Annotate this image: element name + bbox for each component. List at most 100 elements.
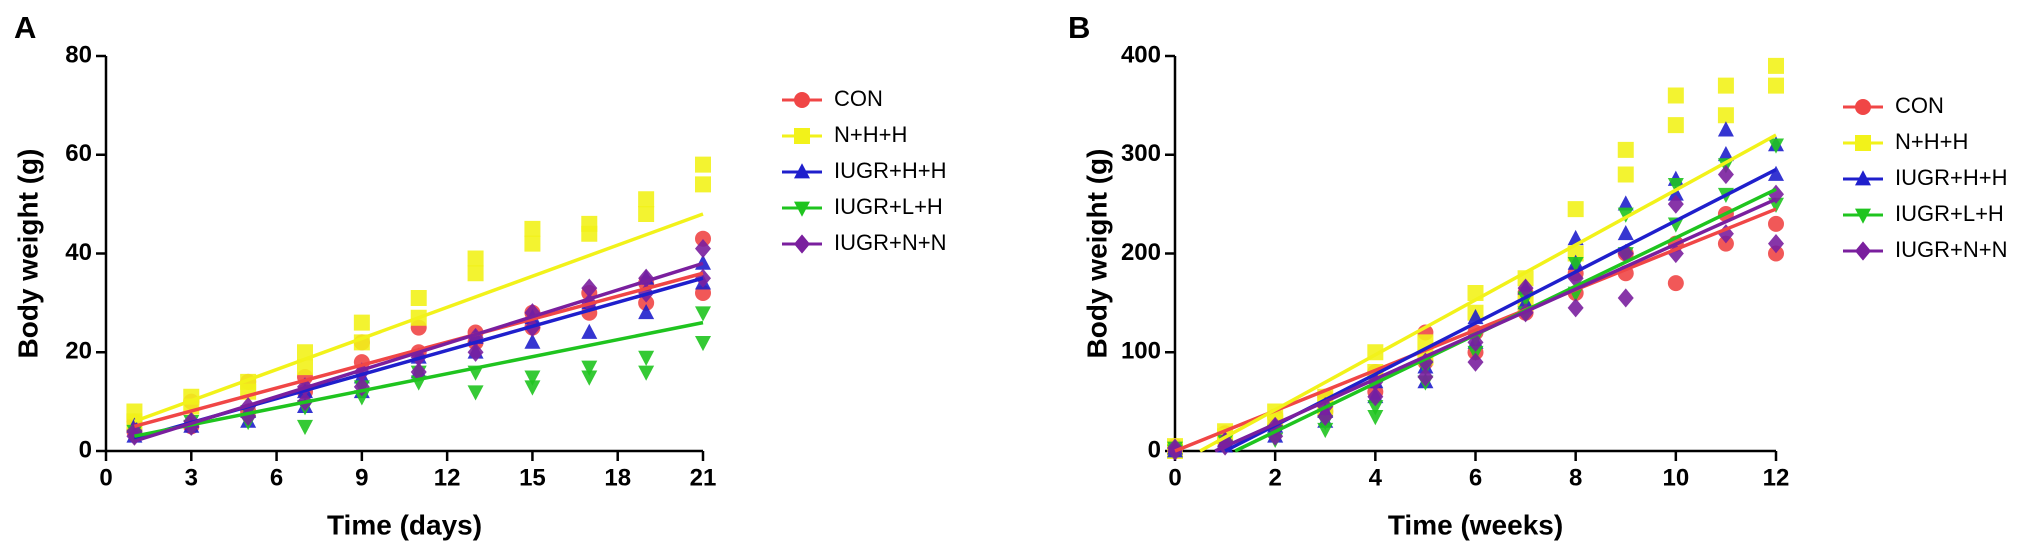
legend-label: N+H+H [1895,129,1968,154]
data-point [695,238,711,259]
data-point [1367,400,1384,416]
x-tick-label: 6 [270,464,283,491]
data-point [1717,77,1734,94]
legend-marker [1855,99,1871,115]
legend-label: IUGR+L+H [834,194,943,219]
data-point [1768,165,1784,181]
data-point [126,403,143,420]
y-tick-label: 300 [1121,140,1161,167]
data-point [353,390,370,406]
data-point [1717,145,1734,162]
legend-label: IUGR+N+N [1895,237,2007,262]
legend-marker [794,128,810,144]
data-point [695,306,711,322]
legend-label: IUGR+H+H [834,158,946,183]
y-tick-label: 40 [65,239,92,266]
data-point [1567,201,1584,218]
fit-line [133,271,704,429]
fit-line [133,212,704,424]
data-point [1667,117,1684,134]
panel-label: B [1068,10,1090,45]
y-tick-label: 0 [79,436,92,463]
data-point [524,220,541,237]
data-point [581,215,598,232]
fit-line [1214,197,1777,453]
data-point [1617,141,1634,158]
data-point [1617,224,1634,241]
x-tick-label: 6 [1469,464,1482,491]
x-axis-title: Time (days) [327,509,482,540]
fit-line [133,261,704,443]
data-point [1667,275,1684,292]
y-axis-title: Body weight (g) [12,149,43,359]
data-point [1768,77,1784,94]
x-tick-label: 15 [519,464,546,491]
data-point [581,360,598,376]
data-point [1617,207,1634,223]
data-point [1717,121,1734,137]
x-tick-label: 0 [99,464,112,491]
data-point [524,333,541,349]
legend-marker [794,163,810,179]
data-point [1667,87,1684,104]
fit-line [1199,133,1777,453]
data-point [695,176,711,193]
data-point [1467,352,1484,372]
data-point [524,370,541,386]
data-point [1768,215,1784,232]
x-tick-label: 0 [1168,464,1181,491]
legend-label: IUGR+N+N [834,230,946,255]
legend-marker [794,201,810,217]
legend-label: CON [1895,93,1944,118]
y-tick-label: 20 [65,338,92,365]
data-point [353,314,370,331]
data-point [467,342,484,362]
fit-line [134,320,704,438]
panel-label: A [14,10,36,45]
data-point [524,235,541,252]
x-tick-label: 2 [1268,464,1281,491]
data-point [1567,256,1584,273]
data-point [524,380,541,396]
x-tick-label: 10 [1662,464,1689,491]
legend-marker [1855,241,1871,261]
data-point [1667,177,1684,194]
x-tick-label: 9 [355,464,368,491]
x-tick-label: 12 [434,464,461,491]
data-point [1768,57,1784,74]
data-point [1717,164,1734,185]
y-tick-label: 200 [1121,239,1161,266]
data-point [410,362,427,382]
data-point [1617,288,1634,308]
x-tick-label: 12 [1763,464,1790,491]
legend-marker [794,234,810,254]
data-point [1367,387,1384,407]
legend-label: CON [834,86,883,111]
data-point [1567,298,1584,318]
x-tick-label: 8 [1569,464,1582,491]
x-axis-title: Time (weeks) [1388,509,1563,540]
legend-marker [1855,170,1871,186]
data-point [467,265,484,282]
data-point [297,419,313,436]
legend-marker [1855,208,1871,224]
legend-marker [1855,135,1871,151]
data-point [638,294,655,311]
legend-marker [794,92,810,108]
y-tick-label: 80 [65,41,92,68]
data-point [1317,406,1334,427]
data-point [1167,438,1183,458]
y-tick-label: 100 [1121,338,1161,365]
data-point [581,323,598,339]
y-axis-title: Body weight (g) [1081,149,1112,359]
data-point [695,230,711,247]
x-tick-label: 4 [1369,464,1383,491]
y-tick-label: 400 [1121,41,1161,68]
data-point [1617,195,1634,211]
data-point [581,370,598,386]
data-point [1367,410,1384,426]
data-point [1768,234,1784,254]
data-point [638,365,655,381]
data-point [1617,166,1634,183]
